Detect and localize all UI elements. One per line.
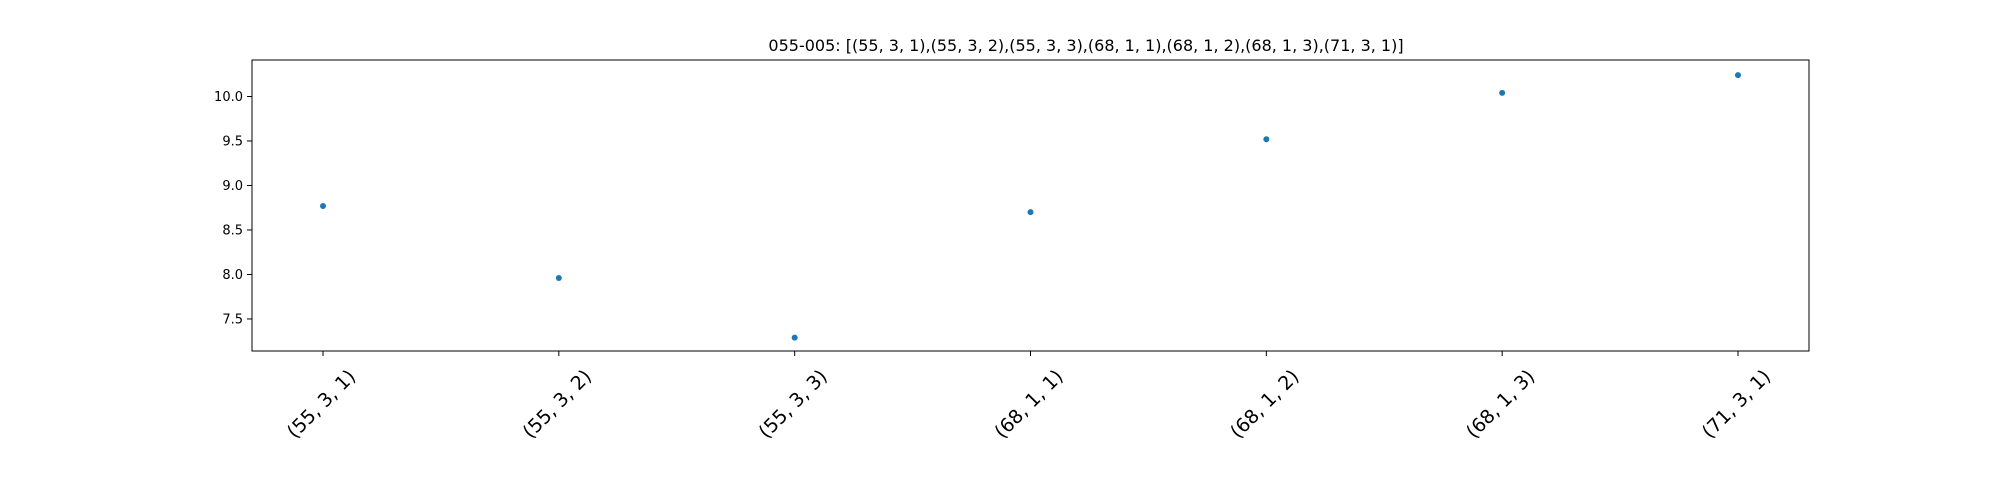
x-tick-label: (68, 1, 1) <box>990 366 1067 443</box>
plot-area-frame <box>251 59 1810 352</box>
x-tick-label: (55, 3, 1) <box>283 366 360 443</box>
y-tick-label: 8.5 <box>222 223 243 238</box>
x-tick-label: (55, 3, 3) <box>754 366 831 443</box>
y-tick-label: 9.0 <box>222 179 243 194</box>
data-point <box>1027 209 1034 216</box>
data-point <box>791 334 798 341</box>
x-tick-label: (68, 1, 3) <box>1462 366 1539 443</box>
data-point <box>1499 89 1506 96</box>
y-tick-label: 9.5 <box>222 134 243 149</box>
chart-title: 055-005: [(55, 3, 1),(55, 3, 2),(55, 3, … <box>768 36 1403 55</box>
y-tick-label: 7.5 <box>222 312 243 327</box>
data-point <box>320 202 326 209</box>
data-point <box>1735 72 1741 79</box>
x-tick-label: (68, 1, 2) <box>1226 366 1303 443</box>
y-tick-label: 8.0 <box>222 268 243 283</box>
x-tick-label: (71, 3, 1) <box>1698 366 1775 443</box>
data-point <box>1263 136 1270 143</box>
x-axis: (55, 3, 1) (55, 3, 2) (55, 3, 3) (68, 1, 1)… <box>283 351 1775 443</box>
x-tick-label: (55, 3, 2) <box>519 366 596 443</box>
data-point <box>555 275 562 282</box>
data-points <box>320 72 1741 341</box>
y-tick-label: 10.0 <box>214 90 243 105</box>
y-axis: 7.5 8.0 8.5 9.0 9.5 10.0 <box>214 90 252 327</box>
